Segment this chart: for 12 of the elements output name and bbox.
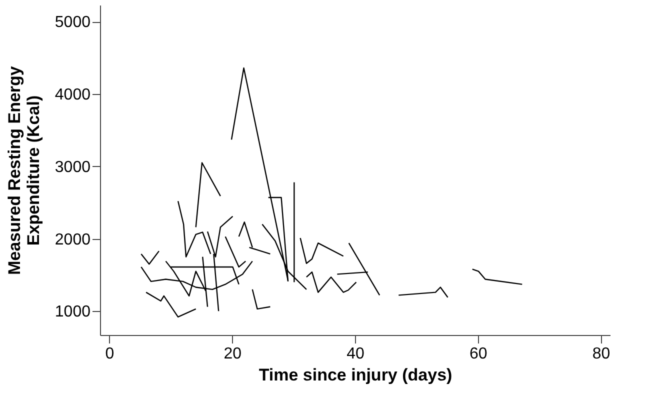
y-axis-title: Measured Resting Energy Expenditure (Kcal) bbox=[4, 66, 43, 275]
y-tick-label: 3000 bbox=[54, 158, 91, 176]
x-axis-title: Time since injury (days) bbox=[258, 366, 452, 384]
y-tick-label: 1000 bbox=[54, 304, 91, 321]
x-tick-label: 40 bbox=[346, 346, 364, 362]
y-tick-label: 2000 bbox=[54, 231, 91, 248]
y-tick-label: 4000 bbox=[54, 86, 91, 104]
x-tick-label: 0 bbox=[105, 346, 114, 362]
x-tick-label: 20 bbox=[224, 346, 242, 362]
y-tick-label: 5000 bbox=[54, 14, 91, 32]
x-tick-label: 80 bbox=[592, 346, 610, 362]
x-tick-label: 60 bbox=[469, 346, 488, 362]
